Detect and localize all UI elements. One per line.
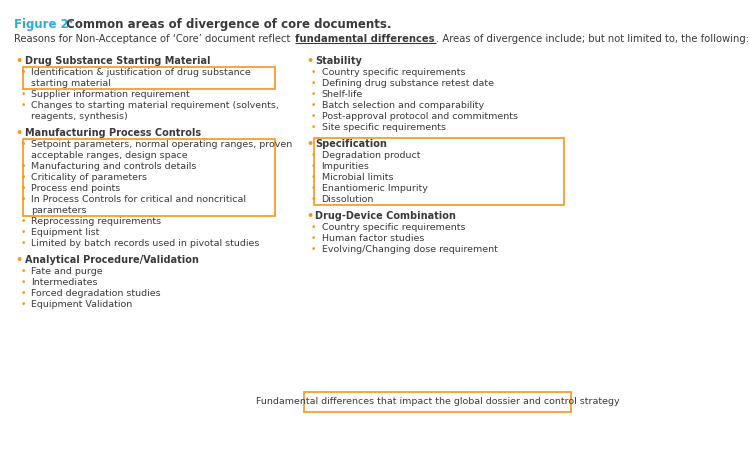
Text: Criticality of parameters: Criticality of parameters [32, 173, 147, 182]
Text: Changes to starting material requirement (solvents,: Changes to starting material requirement… [32, 101, 279, 110]
Text: •: • [16, 128, 22, 138]
Text: •: • [20, 228, 26, 237]
Text: Manufacturing and controls details: Manufacturing and controls details [32, 162, 196, 171]
Text: •: • [310, 151, 316, 160]
Text: •: • [16, 56, 22, 66]
Text: Degradation product: Degradation product [322, 151, 420, 160]
Bar [304, 392, 572, 412]
Text: •: • [310, 162, 316, 171]
Text: Limited by batch records used in pivotal studies: Limited by batch records used in pivotal… [32, 239, 260, 248]
Text: Dissolution: Dissolution [322, 195, 374, 204]
Text: Equipment Validation: Equipment Validation [32, 300, 133, 309]
Text: Impurities: Impurities [322, 162, 370, 171]
Text: Intermediates: Intermediates [32, 278, 98, 287]
Text: •: • [310, 68, 316, 77]
Text: •: • [306, 56, 313, 66]
Text: Specification: Specification [315, 139, 387, 149]
Text: •: • [310, 195, 316, 204]
Text: •: • [310, 223, 316, 232]
Text: Enantiomeric Impurity: Enantiomeric Impurity [322, 184, 428, 193]
Text: •: • [20, 289, 26, 298]
Text: Human factor studies: Human factor studies [322, 234, 424, 243]
Text: reagents, synthesis): reagents, synthesis) [32, 112, 128, 121]
Text: •: • [20, 101, 26, 110]
Text: •: • [306, 139, 313, 149]
Text: Reprocessing requirements: Reprocessing requirements [32, 217, 161, 226]
Text: •: • [310, 101, 316, 110]
Text: Setpoint parameters, normal operating ranges, proven: Setpoint parameters, normal operating ra… [32, 140, 292, 149]
Text: Defining drug substance retest date: Defining drug substance retest date [322, 79, 494, 88]
Text: Identification & justification of drug substance: Identification & justification of drug s… [32, 68, 251, 77]
Text: acceptable ranges, design space: acceptable ranges, design space [32, 151, 188, 160]
Text: Country specific requirements: Country specific requirements [322, 223, 465, 232]
Text: •: • [20, 278, 26, 287]
Text: •: • [20, 184, 26, 193]
Text: •: • [310, 234, 316, 243]
Text: •: • [20, 239, 26, 248]
Text: starting material: starting material [32, 79, 111, 88]
Text: Batch selection and comparability: Batch selection and comparability [322, 101, 484, 110]
Text: Microbial limits: Microbial limits [322, 173, 393, 182]
Bar [314, 138, 564, 205]
Text: Forced degradation studies: Forced degradation studies [32, 289, 160, 298]
Text: •: • [310, 184, 316, 193]
Text: Shelf-life: Shelf-life [322, 90, 363, 99]
Text: Common areas of divergence of core documents.: Common areas of divergence of core docum… [62, 18, 392, 31]
Text: •: • [310, 112, 316, 121]
Text: Process end points: Process end points [32, 184, 121, 193]
Text: •: • [20, 300, 26, 309]
Text: Drug-Device Combination: Drug-Device Combination [315, 211, 456, 221]
Text: Reasons for Non-Acceptance of ‘Core’ document reflect: Reasons for Non-Acceptance of ‘Core’ doc… [14, 34, 293, 44]
Text: •: • [20, 90, 26, 99]
Text: Drug Substance Starting Material: Drug Substance Starting Material [25, 56, 211, 66]
Text: Manufacturing Process Controls: Manufacturing Process Controls [25, 128, 201, 138]
Text: •: • [310, 123, 316, 132]
Text: parameters: parameters [32, 206, 87, 215]
Text: Evolving/Changing dose requirement: Evolving/Changing dose requirement [322, 245, 497, 254]
Text: •: • [20, 173, 26, 182]
Text: •: • [20, 140, 26, 149]
Text: •: • [310, 79, 316, 88]
Text: •: • [310, 245, 316, 254]
Text: Site specific requirements: Site specific requirements [322, 123, 446, 132]
Text: •: • [20, 267, 26, 276]
Text: Post-approval protocol and commitments: Post-approval protocol and commitments [322, 112, 518, 121]
Bar [23, 139, 275, 216]
Text: •: • [20, 217, 26, 226]
Text: Fundamental differences that impact the global dossier and control strategy: Fundamental differences that impact the … [256, 397, 620, 406]
Text: fundamental differences: fundamental differences [296, 34, 435, 44]
Text: Equipment list: Equipment list [32, 228, 100, 237]
Text: Fate and purge: Fate and purge [32, 267, 103, 276]
Text: •: • [310, 173, 316, 182]
Text: Country specific requirements: Country specific requirements [322, 68, 465, 77]
Text: In Process Controls for critical and noncritical: In Process Controls for critical and non… [32, 195, 246, 204]
Text: Stability: Stability [315, 56, 362, 66]
Text: Analytical Procedure/Validation: Analytical Procedure/Validation [25, 255, 199, 265]
Text: •: • [310, 90, 316, 99]
Text: Figure 2:: Figure 2: [14, 18, 74, 31]
Text: •: • [20, 195, 26, 204]
Text: •: • [20, 68, 26, 77]
Text: •: • [306, 211, 313, 221]
Text: •: • [20, 162, 26, 171]
Text: •: • [16, 255, 22, 265]
Bar [23, 67, 275, 89]
Text: Supplier information requirement: Supplier information requirement [32, 90, 190, 99]
Text: . Areas of divergence include; but not limited to, the following:: . Areas of divergence include; but not l… [436, 34, 749, 44]
